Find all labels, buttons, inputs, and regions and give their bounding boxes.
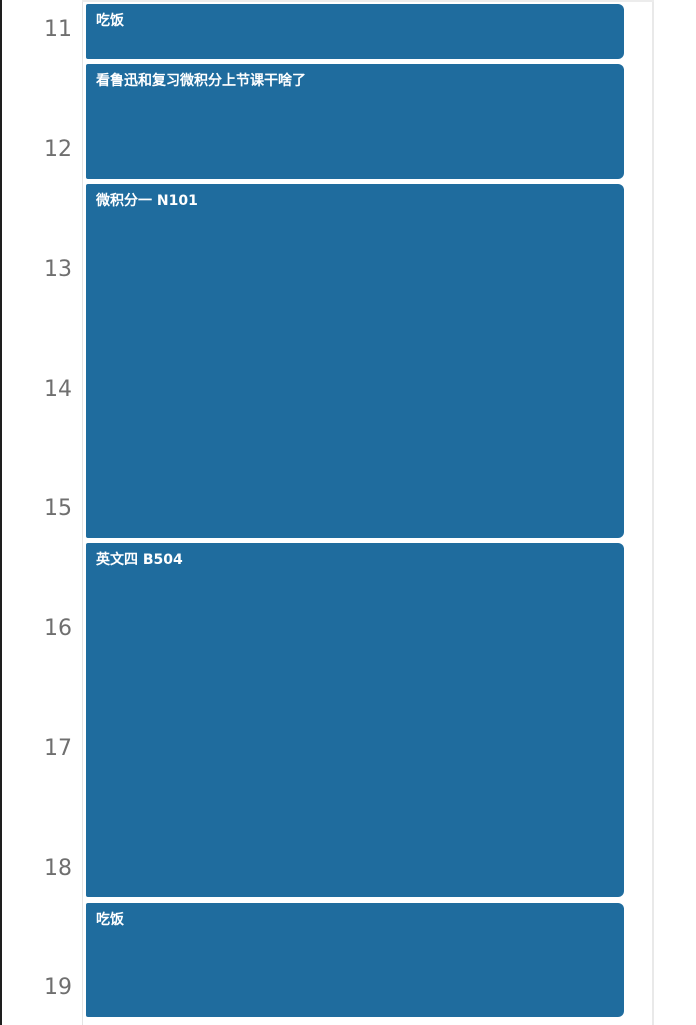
event-block-english[interactable]: 英文四 B504 <box>86 543 624 897</box>
event-title: 看鲁迅和复习微积分上节课干啥了 <box>96 73 306 89</box>
event-block-lunch[interactable]: 吃饭 <box>86 4 624 59</box>
event-block-calculus[interactable]: 微积分一 N101 <box>86 184 624 538</box>
hour-label-13: 13 <box>44 257 72 282</box>
event-title: 吃饭 <box>96 13 124 29</box>
hour-label-16: 16 <box>44 616 72 641</box>
event-title: 微积分一 N101 <box>96 193 198 209</box>
event-block-review[interactable]: 看鲁迅和复习微积分上节课干啥了 <box>86 64 624 179</box>
hour-label-17: 17 <box>44 736 72 761</box>
hour-label-15: 15 <box>44 496 72 521</box>
hour-label-11: 11 <box>44 17 72 42</box>
hour-label-18: 18 <box>44 856 72 881</box>
event-title: 吃饭 <box>96 912 124 928</box>
hour-label-19: 19 <box>44 975 72 1000</box>
frame-border <box>0 0 2 1025</box>
hour-label-12: 12 <box>44 137 72 162</box>
event-title: 英文四 B504 <box>96 552 183 568</box>
hour-label-14: 14 <box>44 377 72 402</box>
column-top-rule <box>82 0 654 2</box>
event-block-dinner[interactable]: 吃饭 <box>86 903 624 1017</box>
